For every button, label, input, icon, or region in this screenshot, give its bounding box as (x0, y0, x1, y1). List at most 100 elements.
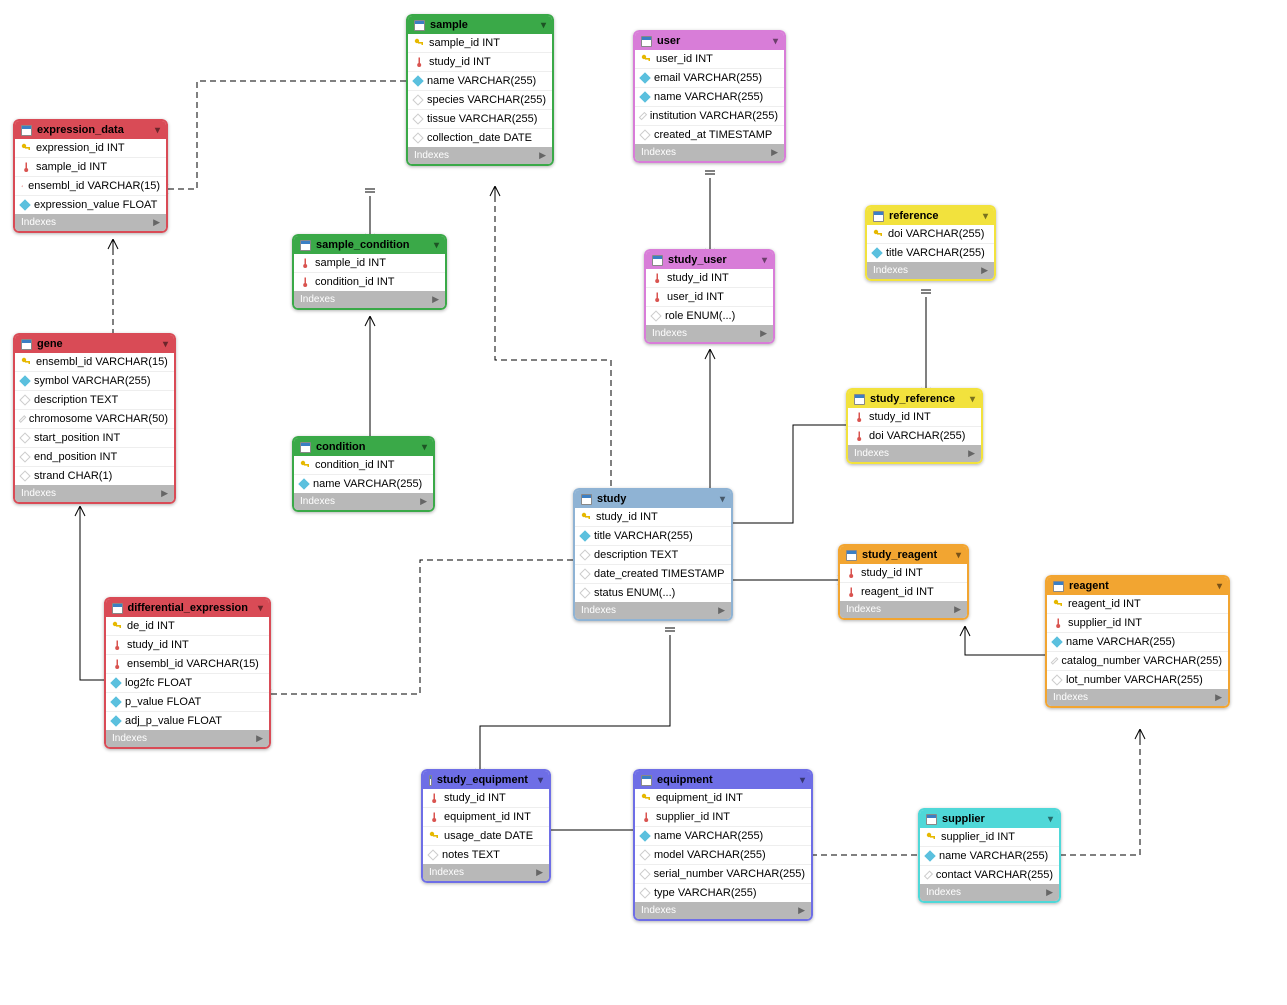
table-footer-supplier[interactable]: Indexes ▶ (920, 884, 1059, 901)
table-footer-study_user[interactable]: Indexes ▶ (646, 325, 773, 342)
table-footer-study_equipment[interactable]: Indexes ▶ (423, 864, 549, 881)
table-header-reference[interactable]: reference ▾ (867, 207, 994, 225)
field-label: description TEXT (594, 549, 678, 561)
expand-icon[interactable]: ▶ (954, 604, 961, 615)
expand-icon[interactable]: ▶ (161, 488, 168, 499)
expand-icon[interactable]: ▶ (536, 867, 543, 878)
table-header-gene[interactable]: gene ▾ (15, 335, 174, 353)
field-label: study_id INT (429, 56, 491, 68)
pk-icon (414, 38, 424, 48)
collapse-icon[interactable]: ▾ (155, 125, 160, 136)
table-footer-user[interactable]: Indexes ▶ (635, 144, 784, 161)
collapse-icon[interactable]: ▾ (800, 775, 805, 786)
expand-icon[interactable]: ▶ (718, 605, 725, 616)
table-footer-study[interactable]: Indexes ▶ (575, 602, 731, 619)
table-footer-study_reference[interactable]: Indexes ▶ (848, 445, 981, 462)
col-icon (19, 432, 30, 443)
collapse-icon[interactable]: ▾ (773, 36, 778, 47)
collapse-icon[interactable]: ▾ (720, 494, 725, 505)
table-footer-differential_expression[interactable]: Indexes ▶ (106, 730, 269, 747)
col-icon (19, 470, 30, 481)
collapse-icon[interactable]: ▾ (1217, 581, 1222, 592)
table-footer-reference[interactable]: Indexes ▶ (867, 262, 994, 279)
table-header-study_equipment[interactable]: study_equipment ▾ (423, 771, 549, 789)
expand-icon[interactable]: ▶ (256, 733, 263, 744)
collapse-icon[interactable]: ▾ (956, 550, 961, 561)
table-footer-sample_condition[interactable]: Indexes ▶ (294, 291, 445, 308)
table-header-supplier[interactable]: supplier ▾ (920, 810, 1059, 828)
collapse-icon[interactable]: ▾ (538, 775, 543, 786)
table-header-sample[interactable]: sample ▾ (408, 16, 552, 34)
collapse-icon[interactable]: ▾ (434, 240, 439, 251)
table-footer-sample[interactable]: Indexes ▶ (408, 147, 552, 164)
expand-icon[interactable]: ▶ (153, 217, 160, 228)
table-footer-gene[interactable]: Indexes ▶ (15, 485, 174, 502)
table-study[interactable]: study ▾ study_id INT title VARCHAR(255) … (573, 488, 733, 621)
field-label: study_id INT (596, 511, 658, 523)
pk-icon (581, 512, 591, 522)
collapse-icon[interactable]: ▾ (762, 255, 767, 266)
expand-icon[interactable]: ▶ (1046, 887, 1053, 898)
expand-icon[interactable]: ▶ (420, 496, 427, 507)
fk-icon (652, 273, 662, 283)
table-gene[interactable]: gene ▾ ensembl_id VARCHAR(15) symbol VAR… (13, 333, 176, 504)
table-study_reference[interactable]: study_reference ▾ study_id INT doi VARCH… (846, 388, 983, 464)
expand-icon[interactable]: ▶ (539, 150, 546, 161)
collapse-icon[interactable]: ▾ (1048, 814, 1053, 825)
table-footer-condition[interactable]: Indexes ▶ (294, 493, 433, 510)
table-header-sample_condition[interactable]: sample_condition ▾ (294, 236, 445, 254)
table-header-study[interactable]: study ▾ (575, 490, 731, 508)
table-header-study_reagent[interactable]: study_reagent ▾ (840, 546, 967, 564)
expand-icon[interactable]: ▶ (760, 328, 767, 339)
collapse-icon[interactable]: ▾ (258, 603, 263, 614)
table-header-user[interactable]: user ▾ (635, 32, 784, 50)
field-reagent-1: supplier_id INT (1047, 613, 1228, 632)
table-header-equipment[interactable]: equipment ▾ (635, 771, 811, 789)
table-reference[interactable]: reference ▾ doi VARCHAR(255) title VARCH… (865, 205, 996, 281)
table-footer-equipment[interactable]: Indexes ▶ (635, 902, 811, 919)
col-icon (412, 94, 423, 105)
collapse-icon[interactable]: ▾ (983, 211, 988, 222)
expand-icon[interactable]: ▶ (432, 294, 439, 305)
table-footer-expression_data[interactable]: Indexes ▶ (15, 214, 166, 231)
table-study_user[interactable]: study_user ▾ study_id INT user_id INT ro… (644, 249, 775, 344)
table-title: study_reference (870, 393, 955, 405)
expand-icon[interactable]: ▶ (1215, 692, 1222, 703)
table-header-reagent[interactable]: reagent ▾ (1047, 577, 1228, 595)
table-user[interactable]: user ▾ user_id INT email VARCHAR(255) na… (633, 30, 786, 163)
table-study_reagent[interactable]: study_reagent ▾ study_id INT reagent_id … (838, 544, 969, 620)
table-differential_expression[interactable]: differential_expression ▾ de_id INT stud… (104, 597, 271, 749)
table-header-study_user[interactable]: study_user ▾ (646, 251, 773, 269)
expand-icon[interactable]: ▶ (771, 147, 778, 158)
table-header-study_reference[interactable]: study_reference ▾ (848, 390, 981, 408)
expand-icon[interactable]: ▶ (981, 265, 988, 276)
table-equipment[interactable]: equipment ▾ equipment_id INT supplier_id… (633, 769, 813, 921)
field-supplier-0: supplier_id INT (920, 828, 1059, 846)
collapse-icon[interactable]: ▾ (970, 394, 975, 405)
table-footer-reagent[interactable]: Indexes ▶ (1047, 689, 1228, 706)
collapse-icon[interactable]: ▾ (422, 442, 427, 453)
table-condition[interactable]: condition ▾ condition_id INT name VARCHA… (292, 436, 435, 512)
table-body-user: user_id INT email VARCHAR(255) name VARC… (635, 50, 784, 144)
expand-icon[interactable]: ▶ (968, 448, 975, 459)
expand-icon[interactable]: ▶ (798, 905, 805, 916)
indexes-label: Indexes (21, 217, 56, 228)
collapse-icon[interactable]: ▾ (163, 339, 168, 350)
table-footer-study_reagent[interactable]: Indexes ▶ (840, 601, 967, 618)
field-label: log2fc FLOAT (125, 677, 192, 689)
table-expression_data[interactable]: expression_data ▾ expression_id INT samp… (13, 119, 168, 233)
field-label: study_id INT (444, 792, 506, 804)
field-label: lot_number VARCHAR(255) (1066, 674, 1203, 686)
col-icon (19, 415, 27, 423)
table-header-differential_expression[interactable]: differential_expression ▾ (106, 599, 269, 617)
collapse-icon[interactable]: ▾ (541, 20, 546, 31)
table-header-condition[interactable]: condition ▾ (294, 438, 433, 456)
table-study_equipment[interactable]: study_equipment ▾ study_id INT equipment… (421, 769, 551, 883)
field-gene-3: chromosome VARCHAR(50) (15, 409, 174, 428)
table-sample_condition[interactable]: sample_condition ▾ sample_id INT conditi… (292, 234, 447, 310)
table-sample[interactable]: sample ▾ sample_id INT study_id INT name… (406, 14, 554, 166)
table-supplier[interactable]: supplier ▾ supplier_id INT name VARCHAR(… (918, 808, 1061, 903)
table-reagent[interactable]: reagent ▾ reagent_id INT supplier_id INT… (1045, 575, 1230, 708)
field-label: reagent_id INT (861, 586, 934, 598)
table-header-expression_data[interactable]: expression_data ▾ (15, 121, 166, 139)
